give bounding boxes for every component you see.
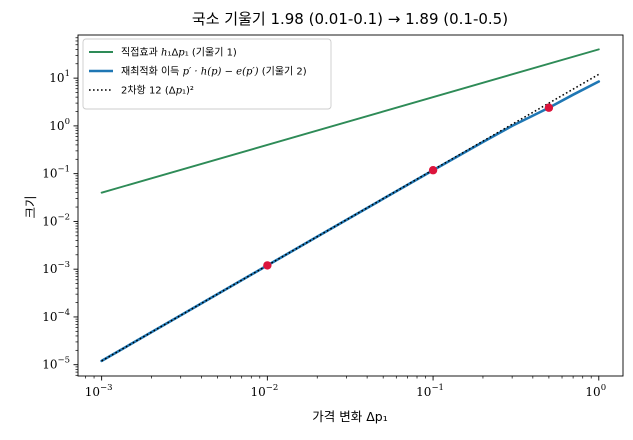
y-tick-label: 10−4 bbox=[42, 308, 70, 324]
legend: 직접효과 h₁Δp₁ (기울기 1) 재최적화 이득 p′ · h(p) − e(… bbox=[82, 38, 332, 110]
y-tick-label: 10−1 bbox=[42, 165, 70, 181]
series-line-2 bbox=[100, 80, 601, 363]
y-axis: 10−5 10−4 10−3 10−2 10−1 100 101 bbox=[42, 37, 78, 376]
x-tick-label: 10−1 bbox=[416, 383, 444, 399]
y-tick-label: 10−3 bbox=[42, 260, 70, 276]
data-point-marker bbox=[544, 103, 554, 112]
y-tick-label: 10−5 bbox=[42, 356, 70, 372]
plot-frame bbox=[77, 34, 624, 377]
y-tick-label: 101 bbox=[49, 69, 70, 85]
x-axis-label: 가격 변화 Δp₁ bbox=[312, 409, 387, 424]
legend-label-2: 재최적화 이득 p′ · h(p) − e(p′) (기울기 2) bbox=[121, 66, 307, 78]
y-tick-label: 100 bbox=[49, 117, 70, 133]
x-tick-label: 10−2 bbox=[250, 383, 278, 399]
chart-title: 국소 기울기 1.98 (0.01-0.1) → 1.89 (0.1-0.5) bbox=[192, 10, 508, 28]
legend-box bbox=[82, 38, 332, 110]
data-point-marker bbox=[428, 166, 438, 175]
y-tick-label: 10−2 bbox=[42, 212, 70, 228]
legend-label-1: 직접효과 h₁Δp₁ (기울기 1) bbox=[121, 47, 237, 59]
x-axis: 10−3 10−2 10−1 100 bbox=[85, 376, 606, 399]
y-axis-label: 크기 bbox=[23, 195, 38, 218]
data-point-marker bbox=[263, 261, 272, 270]
series-line-1 bbox=[100, 48, 600, 194]
legend-label-3: 2차항 12 (Δp₁)² bbox=[121, 85, 194, 97]
x-tick-label: 10−3 bbox=[85, 383, 113, 399]
x-tick-label: 100 bbox=[585, 383, 606, 399]
plot-area bbox=[100, 48, 601, 363]
